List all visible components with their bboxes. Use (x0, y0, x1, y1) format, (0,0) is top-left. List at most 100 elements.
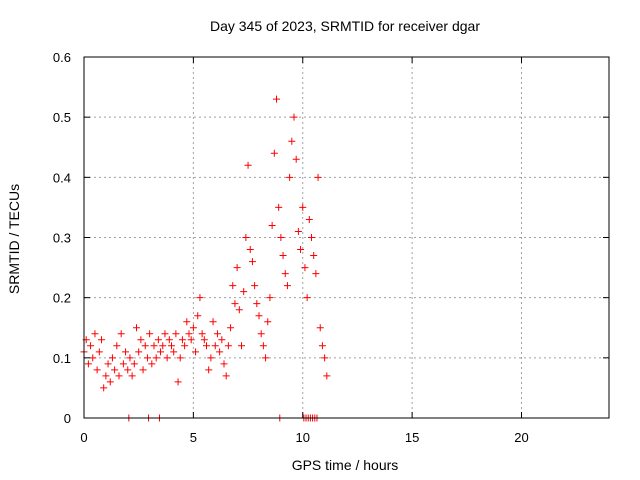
data-points (80, 95, 331, 422)
data-point (321, 354, 329, 362)
data-point (89, 354, 97, 362)
data-point (301, 264, 309, 272)
data-point (115, 372, 123, 380)
data-point (137, 336, 145, 344)
data-point (229, 282, 237, 290)
data-point (113, 342, 121, 350)
y-tick-label: 0 (64, 411, 71, 426)
data-point (216, 348, 224, 356)
data-point (178, 336, 186, 344)
y-tick-label: 0.3 (53, 231, 71, 246)
data-point (111, 366, 119, 374)
axis-ticks (83, 56, 609, 419)
data-point (87, 342, 95, 350)
data-point (231, 300, 239, 308)
data-point (170, 348, 178, 356)
data-point (203, 342, 210, 350)
x-tick-label: 15 (405, 430, 419, 445)
data-point (275, 203, 283, 211)
y-tick-label: 0.4 (53, 170, 71, 185)
tick-labels: 0 5 10 15 20 0 0.1 0.2 0.3 0.4 0.5 0.6 (53, 50, 529, 445)
data-point (108, 354, 116, 362)
data-point (161, 330, 169, 338)
data-point (308, 234, 315, 241)
data-point (244, 161, 252, 169)
data-point (277, 234, 285, 241)
data-point (279, 252, 287, 260)
data-point (117, 330, 125, 338)
data-point (150, 342, 158, 350)
data-point (128, 372, 136, 380)
grid (84, 57, 609, 418)
data-point (233, 264, 241, 272)
data-point (227, 324, 235, 332)
data-point (200, 336, 208, 344)
chart-title: Day 345 of 2023, SRMTID for receiver dga… (210, 18, 480, 34)
data-point (314, 173, 322, 181)
data-point (198, 330, 206, 338)
data-point (264, 318, 272, 326)
data-point (255, 312, 263, 320)
data-point (119, 360, 127, 368)
data-point (98, 336, 105, 344)
data-point (187, 336, 195, 344)
data-point (157, 348, 165, 356)
data-point (154, 336, 162, 344)
data-point (268, 221, 276, 229)
data-point (135, 348, 143, 356)
data-point (251, 282, 259, 290)
data-point (273, 95, 280, 103)
data-point (189, 324, 197, 332)
data-point (211, 342, 219, 350)
y-tick-label: 0.5 (53, 110, 71, 125)
data-point (124, 366, 132, 374)
data-point (220, 360, 228, 368)
y-tick-label: 0.2 (53, 291, 71, 306)
data-point (218, 336, 226, 344)
data-point (281, 270, 289, 278)
y-axis-label: SRMTID / TECUs (6, 184, 22, 294)
data-point (183, 318, 191, 326)
data-point (102, 372, 110, 380)
data-point (141, 342, 149, 350)
data-point (95, 348, 103, 356)
data-point (240, 288, 248, 296)
x-tick-label: 5 (190, 430, 197, 445)
data-point (194, 312, 202, 320)
data-point (163, 354, 171, 362)
y-tick-label: 0.6 (53, 50, 71, 65)
data-point (222, 372, 230, 380)
x-axis-label: GPS time / hours (292, 457, 399, 473)
data-point (318, 342, 326, 350)
data-point (290, 113, 298, 121)
data-point (185, 330, 193, 338)
data-point (292, 155, 300, 163)
data-point (181, 342, 189, 350)
data-point (294, 227, 302, 235)
data-point (238, 342, 245, 350)
data-point (246, 246, 254, 254)
data-point (192, 348, 200, 356)
data-point (133, 324, 140, 332)
data-point (152, 354, 160, 362)
data-point (84, 360, 92, 368)
data-point (196, 294, 204, 302)
data-point (266, 294, 274, 302)
data-point (146, 330, 154, 338)
data-point (139, 366, 147, 374)
x-tick-label: 0 (80, 430, 87, 445)
data-point (257, 330, 265, 338)
data-point (159, 342, 167, 350)
data-point (259, 342, 267, 350)
data-point (283, 282, 291, 290)
data-point (122, 348, 130, 356)
data-point (130, 360, 138, 368)
data-point (316, 324, 324, 332)
data-point (224, 342, 232, 350)
data-point (299, 203, 307, 211)
data-point (262, 354, 270, 362)
data-point (248, 258, 256, 266)
x-tick-label: 20 (514, 430, 528, 445)
